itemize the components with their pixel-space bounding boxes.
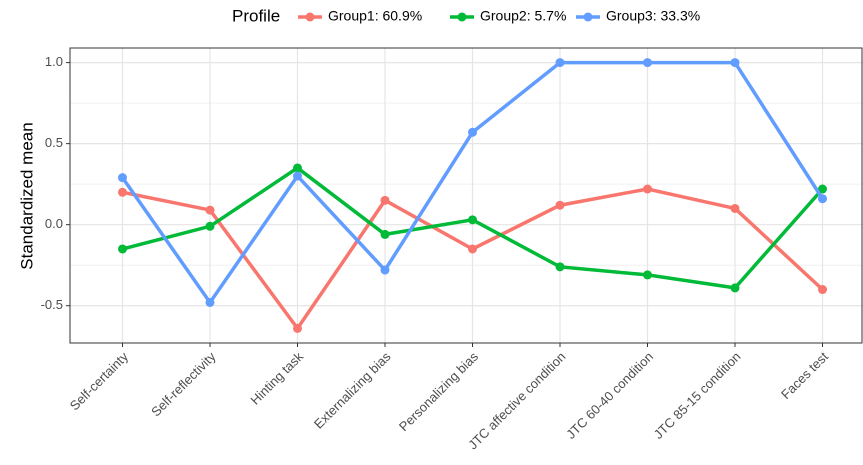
y-tick-label: 1.0 bbox=[45, 54, 63, 69]
data-point bbox=[118, 244, 127, 254]
x-tick-label: JTC 85-15 condition bbox=[651, 349, 744, 442]
data-point bbox=[643, 270, 652, 280]
legend-label: Group2: 5.7% bbox=[480, 8, 566, 24]
data-point bbox=[380, 265, 390, 275]
panel-border bbox=[69, 47, 863, 344]
data-point bbox=[818, 285, 827, 295]
x-tick-label: Self-certainty bbox=[67, 349, 132, 414]
data-point bbox=[293, 163, 302, 173]
data-point bbox=[643, 58, 652, 68]
data-point bbox=[555, 200, 565, 210]
data-point bbox=[730, 203, 740, 213]
data-point bbox=[118, 187, 127, 197]
data-point bbox=[205, 221, 215, 231]
y-tick-label: 0.5 bbox=[45, 135, 63, 150]
y-tick-label: 0.0 bbox=[45, 216, 63, 231]
x-tick-label: Faces test bbox=[778, 349, 831, 402]
data-point bbox=[468, 215, 477, 225]
legend-label: Group1: 60.9% bbox=[328, 8, 422, 24]
data-point bbox=[468, 244, 477, 254]
legend-key-point bbox=[305, 12, 315, 22]
data-point bbox=[555, 262, 565, 272]
x-tick-label: Personalizing bias bbox=[396, 349, 482, 435]
data-point bbox=[293, 171, 302, 181]
data-point bbox=[118, 173, 127, 183]
x-tick-label: JTC 60-40 condition bbox=[563, 349, 656, 442]
data-point bbox=[380, 195, 390, 205]
data-point bbox=[205, 297, 215, 307]
legend-key-point bbox=[583, 12, 593, 22]
legend-title: Profile bbox=[232, 6, 280, 25]
data-point bbox=[818, 184, 827, 194]
x-tick-label: JTC affective condition bbox=[465, 349, 568, 452]
legend-label: Group3: 33.3% bbox=[606, 8, 700, 24]
data-point bbox=[380, 229, 390, 239]
y-axis-label: Standardized mean bbox=[17, 122, 36, 269]
y-tick-label: -0.5 bbox=[41, 297, 63, 312]
x-tick-label: Self-reflectivity bbox=[148, 349, 219, 420]
data-point bbox=[205, 205, 215, 215]
x-tick-label: Hinting task bbox=[247, 349, 306, 408]
data-point bbox=[643, 184, 652, 194]
data-point bbox=[730, 283, 740, 293]
data-point bbox=[555, 58, 565, 68]
data-point bbox=[818, 194, 827, 204]
data-point bbox=[468, 127, 477, 137]
x-tick-label: Externalizing bias bbox=[311, 349, 394, 432]
data-point bbox=[293, 323, 302, 333]
legend-key-point bbox=[457, 12, 467, 22]
data-point bbox=[730, 58, 740, 68]
